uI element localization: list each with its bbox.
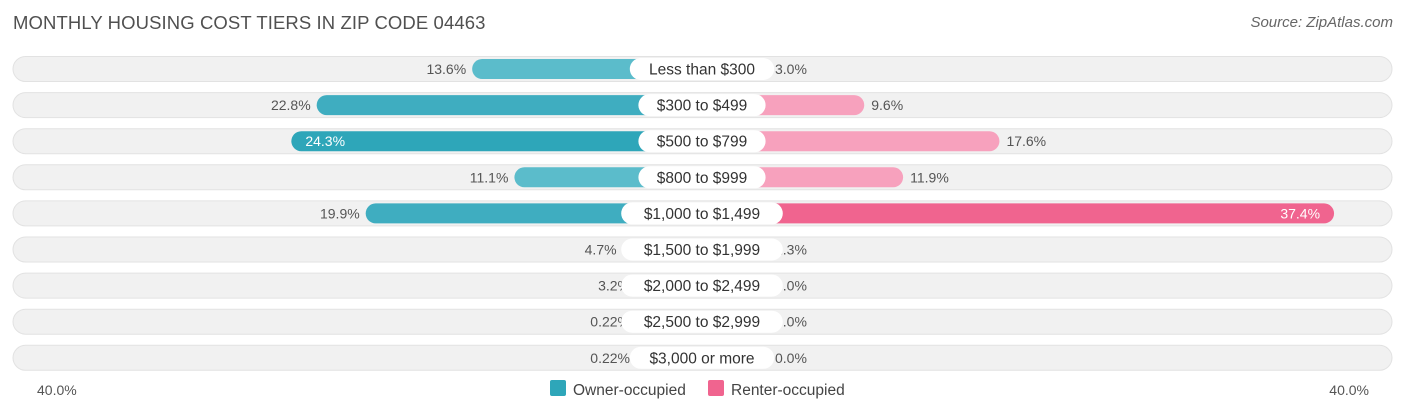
renter-bar <box>702 203 1335 224</box>
category-pill <box>638 130 766 153</box>
renter-value-label: 0.0% <box>775 278 807 294</box>
owner-value-label: 4.7% <box>585 242 617 258</box>
category-label: $1,500 to $1,999 <box>644 242 760 259</box>
category-pill <box>638 166 766 189</box>
legend-renter-label: Renter-occupied <box>731 382 845 399</box>
owner-value-label: 0.22% <box>590 314 630 330</box>
owner-value-label: 22.8% <box>271 97 311 113</box>
legend-owner-swatch <box>550 380 566 396</box>
category-pill <box>621 202 783 225</box>
renter-value-label: 0.0% <box>775 350 807 366</box>
category-label: Less than $300 <box>649 62 755 79</box>
category-label: $3,000 or more <box>649 350 754 367</box>
renter-value-label: 3.0% <box>775 61 807 77</box>
renter-value-label: 9.6% <box>871 97 903 113</box>
owner-value-label: 24.3% <box>305 133 345 149</box>
renter-bar <box>702 131 1000 152</box>
category-pill <box>621 238 783 261</box>
category-label: $2,000 to $2,499 <box>644 278 760 295</box>
category-label: $2,500 to $2,999 <box>644 314 760 331</box>
owner-bar <box>291 131 702 152</box>
category-label: $500 to $799 <box>657 134 748 151</box>
axis-max-label: 40.0% <box>1329 382 1369 398</box>
category-label: $300 to $499 <box>657 98 748 115</box>
category-pill <box>629 58 775 80</box>
legend-owner-label: Owner-occupied <box>573 382 686 399</box>
renter-value-label: 0.0% <box>775 314 807 330</box>
category-pill <box>621 310 783 333</box>
owner-value-label: 11.1% <box>470 169 509 185</box>
owner-value-label: 19.9% <box>320 205 360 221</box>
category-pill <box>638 94 766 117</box>
category-label: $1,000 to $1,499 <box>644 206 760 223</box>
chart-title: MONTHLY HOUSING COST TIERS IN ZIP CODE 0… <box>13 12 486 33</box>
category-label: $800 to $999 <box>657 170 748 187</box>
chart-source: Source: ZipAtlas.com <box>1250 14 1393 31</box>
category-pill <box>621 274 783 297</box>
owner-bar <box>365 203 702 224</box>
renter-value-label: 11.9% <box>910 169 949 185</box>
owner-value-label: 0.22% <box>590 350 630 366</box>
renter-value-label: 1.3% <box>775 242 807 258</box>
owner-value-label: 13.6% <box>426 61 466 77</box>
axis-min-label: 40.0% <box>37 382 77 398</box>
legend-renter-swatch <box>708 380 724 396</box>
renter-value-label: 17.6% <box>1006 133 1046 149</box>
renter-value-label: 37.4% <box>1280 205 1320 221</box>
owner-bar <box>316 95 702 116</box>
category-pill <box>629 346 775 369</box>
